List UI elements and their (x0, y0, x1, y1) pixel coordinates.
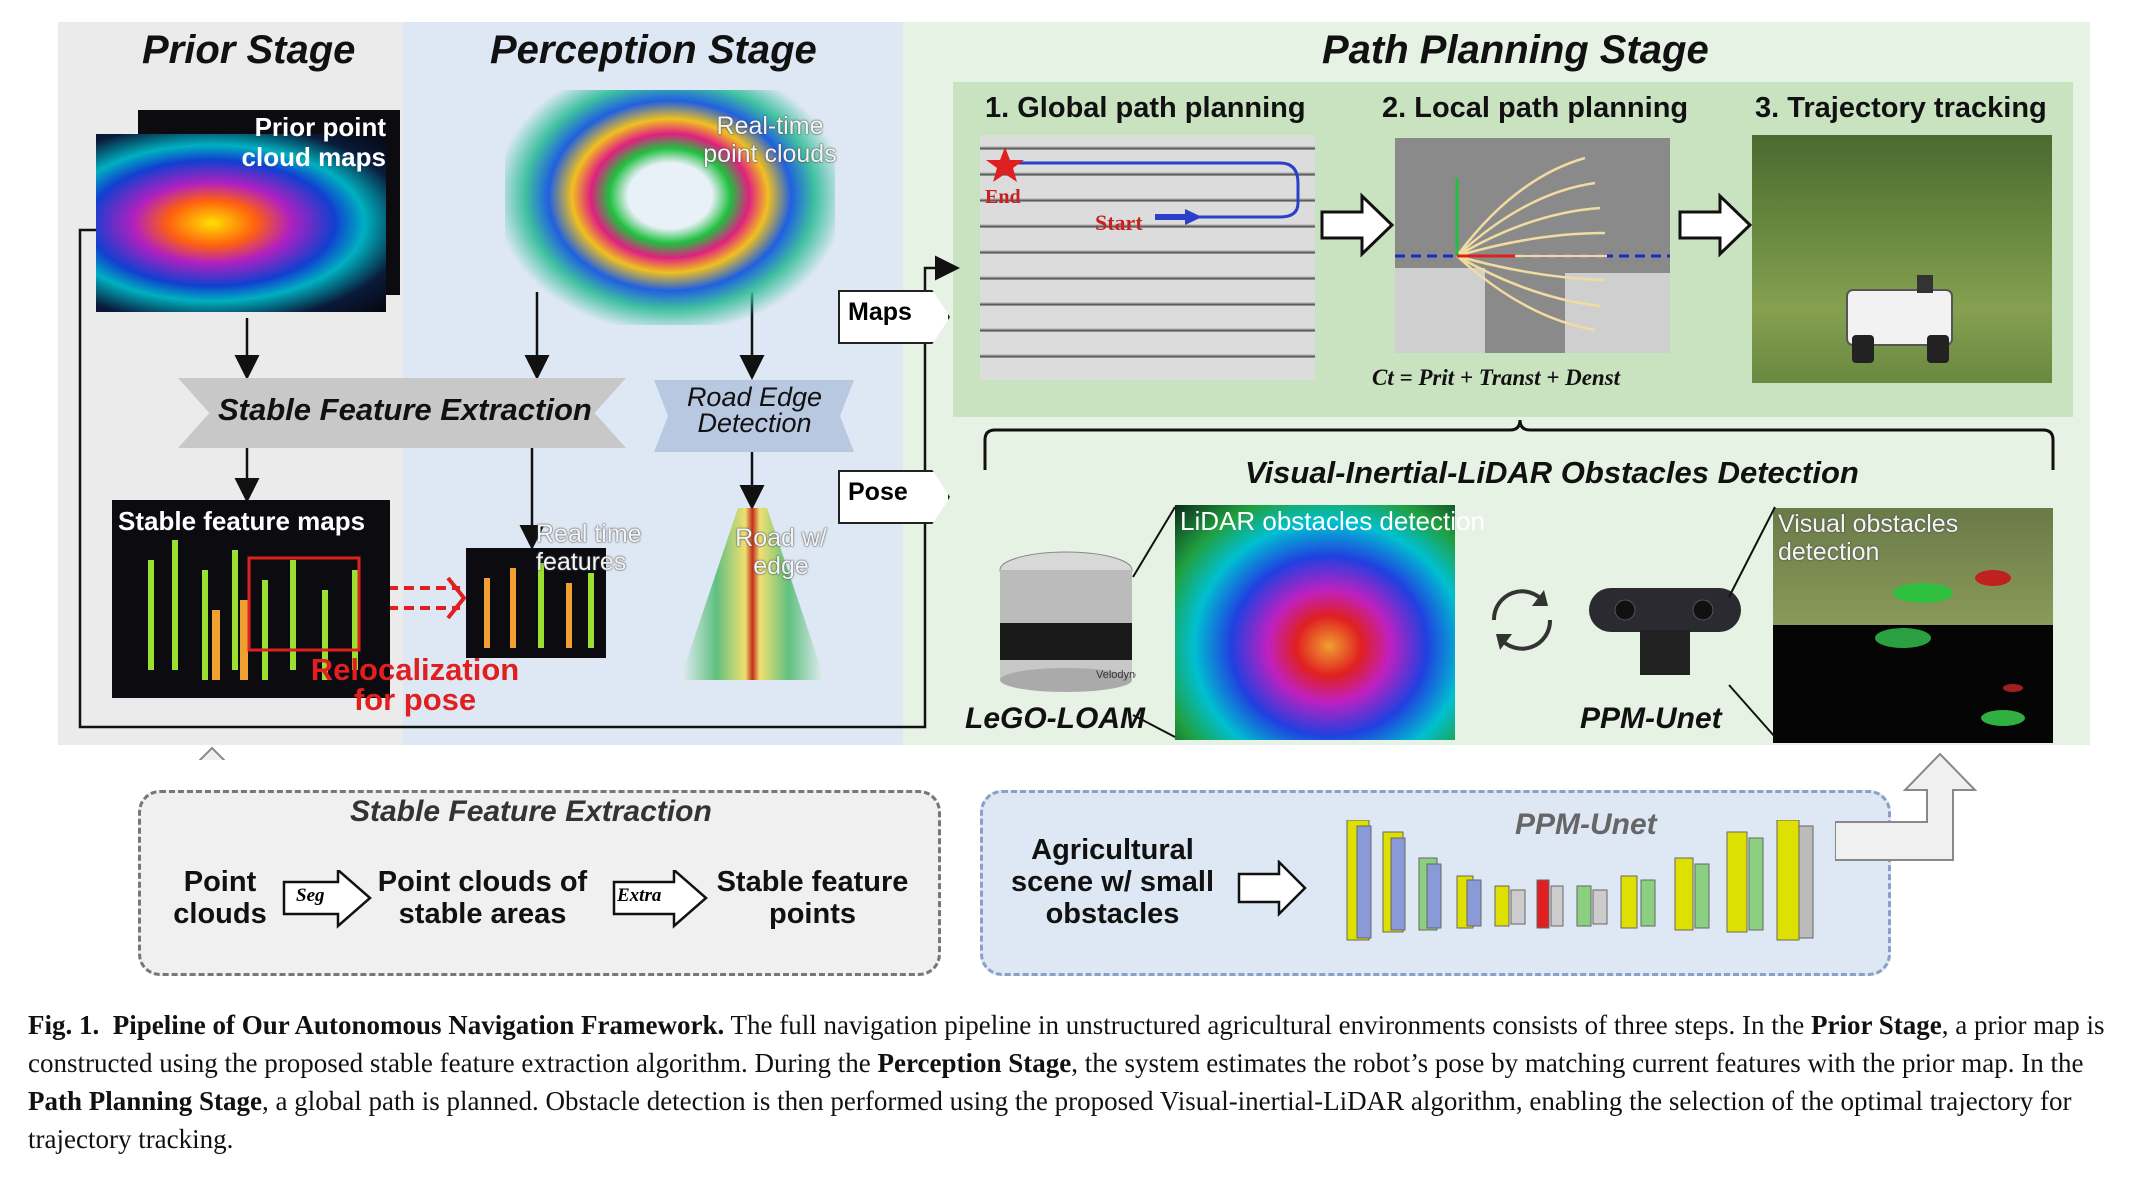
realtime-point-cloud-label: Real-time point clouds (703, 112, 837, 168)
caption-bold-path: Path Planning Stage (28, 1086, 263, 1116)
output-up-arrow (1835, 752, 1978, 861)
maps-connector: Maps (838, 290, 950, 344)
local-path-planning-title: 2. Local path planning (1382, 92, 1689, 124)
sfe-detail-title: Stable Feature Extraction (350, 795, 712, 828)
caption-text-1: The full navigation pipeline in unstruct… (724, 1010, 1812, 1040)
road-edge-detection-label: Road Edge Detection (686, 382, 823, 438)
sfe-step-point-clouds: Point clouds (173, 866, 267, 930)
sfe-step-stable-points: Stable feature points (716, 866, 909, 930)
local-path-planning-image (1395, 138, 1670, 353)
lego-loam-label: LeGO-LOAM (965, 702, 1145, 735)
ppm-unet-label: PPM-Unet (1580, 702, 1722, 735)
stable-feature-extraction-label: Stable Feature Extraction (218, 392, 592, 427)
prior-point-cloud-map (96, 134, 386, 312)
caption-bold-perception: Perception Stage (877, 1048, 1072, 1078)
lidar-callout-lines (1132, 506, 1176, 738)
realtime-features-image (466, 548, 606, 658)
global-path-planning-title: 1. Global path planning (985, 92, 1306, 124)
lidar-obstacles-image (1175, 505, 1455, 740)
ppm-unet-architecture (1346, 820, 1814, 941)
figure-caption: Fig. 1. Pipeline of Our Autonomous Navig… (28, 1006, 2118, 1158)
lidar-obstacles-label: LiDAR obstacles detection (1180, 506, 1485, 536)
realtime-point-cloud-image (505, 90, 835, 325)
prior-map-label: Prior point cloud maps (241, 112, 386, 172)
caption-text-2: , a prior map is constructed using the p… (28, 1010, 2105, 1078)
stable-feature-maps-label: Stable feature maps (118, 506, 366, 536)
caption-fig-number: Fig. 1. (28, 1010, 100, 1040)
path-end-label: End (985, 186, 1021, 208)
caption-text-3: , the system estimates the robot’s pose … (1071, 1048, 2084, 1078)
cost-formula: Ct = Prit + Transt + Denst (1372, 365, 1621, 390)
stable-feature-maps-image (112, 500, 390, 698)
velodyne-text: Velodyne (1096, 669, 1136, 681)
obstacles-detection-title: Visual-Inertial-LiDAR Obstacles Detectio… (1245, 455, 1859, 490)
stable-feature-extraction-detail (138, 790, 941, 976)
extra-arrow (612, 870, 708, 929)
lidar-sensor-image: Velodyne (996, 548, 1141, 698)
road-edge-detection-block (654, 380, 854, 452)
maps-connector-label: Maps (848, 298, 912, 326)
ppm-unet-net-title: PPM-Unet (1515, 808, 1657, 841)
visual-obstacles-image (1773, 508, 2053, 743)
camera-callout-lines (1728, 506, 1776, 738)
caption-title: Pipeline of Our Autonomous Navigation Fr… (112, 1010, 725, 1040)
global-path-map-image (980, 135, 1315, 380)
seg-arrow (282, 870, 372, 929)
input-arrow (1237, 860, 1307, 918)
trajectory-tracking-title: 3. Trajectory tracking (1755, 92, 2047, 124)
extra-label: Extra (617, 885, 662, 906)
seg-label: Seg (296, 885, 325, 906)
caption-text-4: , a global path is planned. Obstacle det… (28, 1086, 2072, 1154)
realtime-features-label: Real time features (536, 520, 642, 576)
agricultural-scene-label: Agricultural scene w/ small obstacles (1010, 834, 1215, 930)
depth-camera-image (1585, 570, 1745, 690)
visual-obstacles-label: Visual obstacles detection (1778, 510, 1959, 566)
caption-bold-prior: Prior Stage (1811, 1010, 1942, 1040)
path-planning-stage-title: Path Planning Stage (1322, 28, 1709, 72)
perception-stage-title: Perception Stage (490, 28, 817, 72)
path-start-label: Start (1095, 210, 1143, 235)
sfe-step-stable-areas: Point clouds of stable areas (377, 866, 588, 930)
relocalization-label: Relocalization for pose (310, 652, 520, 717)
trajectory-tracking-photo (1752, 135, 2052, 383)
pose-connector: Pose (838, 470, 950, 524)
prior-stage-title: Prior Stage (142, 28, 356, 72)
stable-feature-extraction-block (178, 378, 626, 448)
pose-connector-label: Pose (848, 478, 908, 506)
sync-icon (1491, 589, 1553, 651)
road-edge-label: Road w/ edge (735, 524, 827, 580)
